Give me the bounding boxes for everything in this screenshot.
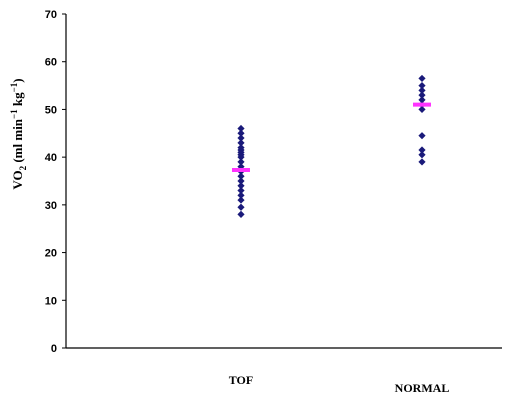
data-point: [237, 186, 245, 195]
x-category-label: NORMAL: [395, 381, 450, 395]
data-point: [237, 196, 245, 204]
y-tick-label: 50: [45, 104, 57, 116]
y-axis-title: VO2 (ml min−1 kg−1): [9, 78, 28, 189]
y-axis: 0 10 20 30 40 50 60 70: [45, 9, 67, 355]
y-tick-label: 60: [45, 57, 57, 69]
data-point: [237, 144, 245, 152]
data-point: [237, 191, 245, 199]
data-point: [237, 172, 245, 180]
y-tick-label: 0: [51, 343, 57, 355]
data-point: [418, 74, 426, 83]
x-category-label: TOF: [229, 373, 253, 387]
y-tick-label: 10: [45, 295, 57, 307]
data-point: [418, 96, 426, 104]
data-point: [418, 81, 426, 90]
y-tick-label: 20: [45, 248, 57, 260]
data-point: [237, 210, 245, 218]
data-point: [418, 151, 426, 159]
data-point: [237, 177, 245, 185]
data-point: [237, 134, 245, 142]
y-tick-label: 30: [45, 200, 57, 212]
data-point: [237, 203, 245, 211]
data-point: [237, 182, 245, 190]
data-point: [418, 146, 426, 154]
y-tick-label: 40: [45, 152, 57, 164]
y-tick-label: 70: [45, 9, 57, 21]
data-point: [418, 158, 426, 166]
data-point: [418, 132, 426, 140]
data-point: [237, 124, 245, 133]
data-point: [237, 139, 245, 147]
data-point: [418, 105, 426, 114]
data-point: [237, 158, 245, 166]
data-point: [418, 86, 426, 94]
data-point: [418, 91, 426, 99]
data-point: [237, 129, 245, 137]
